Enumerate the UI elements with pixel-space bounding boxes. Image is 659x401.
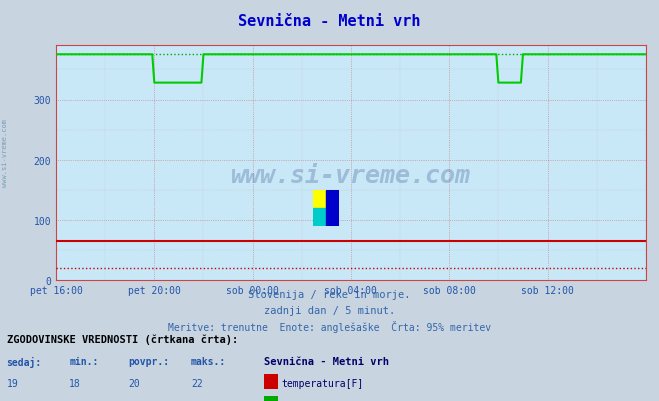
Text: 20: 20	[129, 379, 140, 389]
Text: sedaj:: sedaj:	[7, 356, 42, 367]
Text: min.:: min.:	[69, 356, 99, 366]
Text: temperatura[F]: temperatura[F]	[281, 379, 364, 389]
Text: zadnji dan / 5 minut.: zadnji dan / 5 minut.	[264, 305, 395, 315]
Text: maks.:: maks.:	[191, 356, 226, 366]
Text: ZGODOVINSKE VREDNOSTI (črtkana črta):: ZGODOVINSKE VREDNOSTI (črtkana črta):	[7, 334, 238, 344]
Text: Meritve: trenutne  Enote: anglešaške  Črta: 95% meritev: Meritve: trenutne Enote: anglešaške Črta…	[168, 320, 491, 332]
Text: Sevnična - Metni vrh: Sevnična - Metni vrh	[239, 14, 420, 29]
Text: povpr.:: povpr.:	[129, 356, 169, 366]
Text: 18: 18	[69, 379, 81, 389]
Bar	[313, 209, 326, 227]
Bar	[326, 190, 339, 227]
Text: 22: 22	[191, 379, 203, 389]
Text: www.si-vreme.com: www.si-vreme.com	[2, 118, 9, 186]
Text: www.si-vreme.com: www.si-vreme.com	[231, 163, 471, 187]
Bar	[313, 190, 326, 209]
Text: Sevnična - Metni vrh: Sevnična - Metni vrh	[264, 356, 389, 366]
Text: 19: 19	[7, 379, 18, 389]
Text: Slovenija / reke in morje.: Slovenija / reke in morje.	[248, 290, 411, 300]
